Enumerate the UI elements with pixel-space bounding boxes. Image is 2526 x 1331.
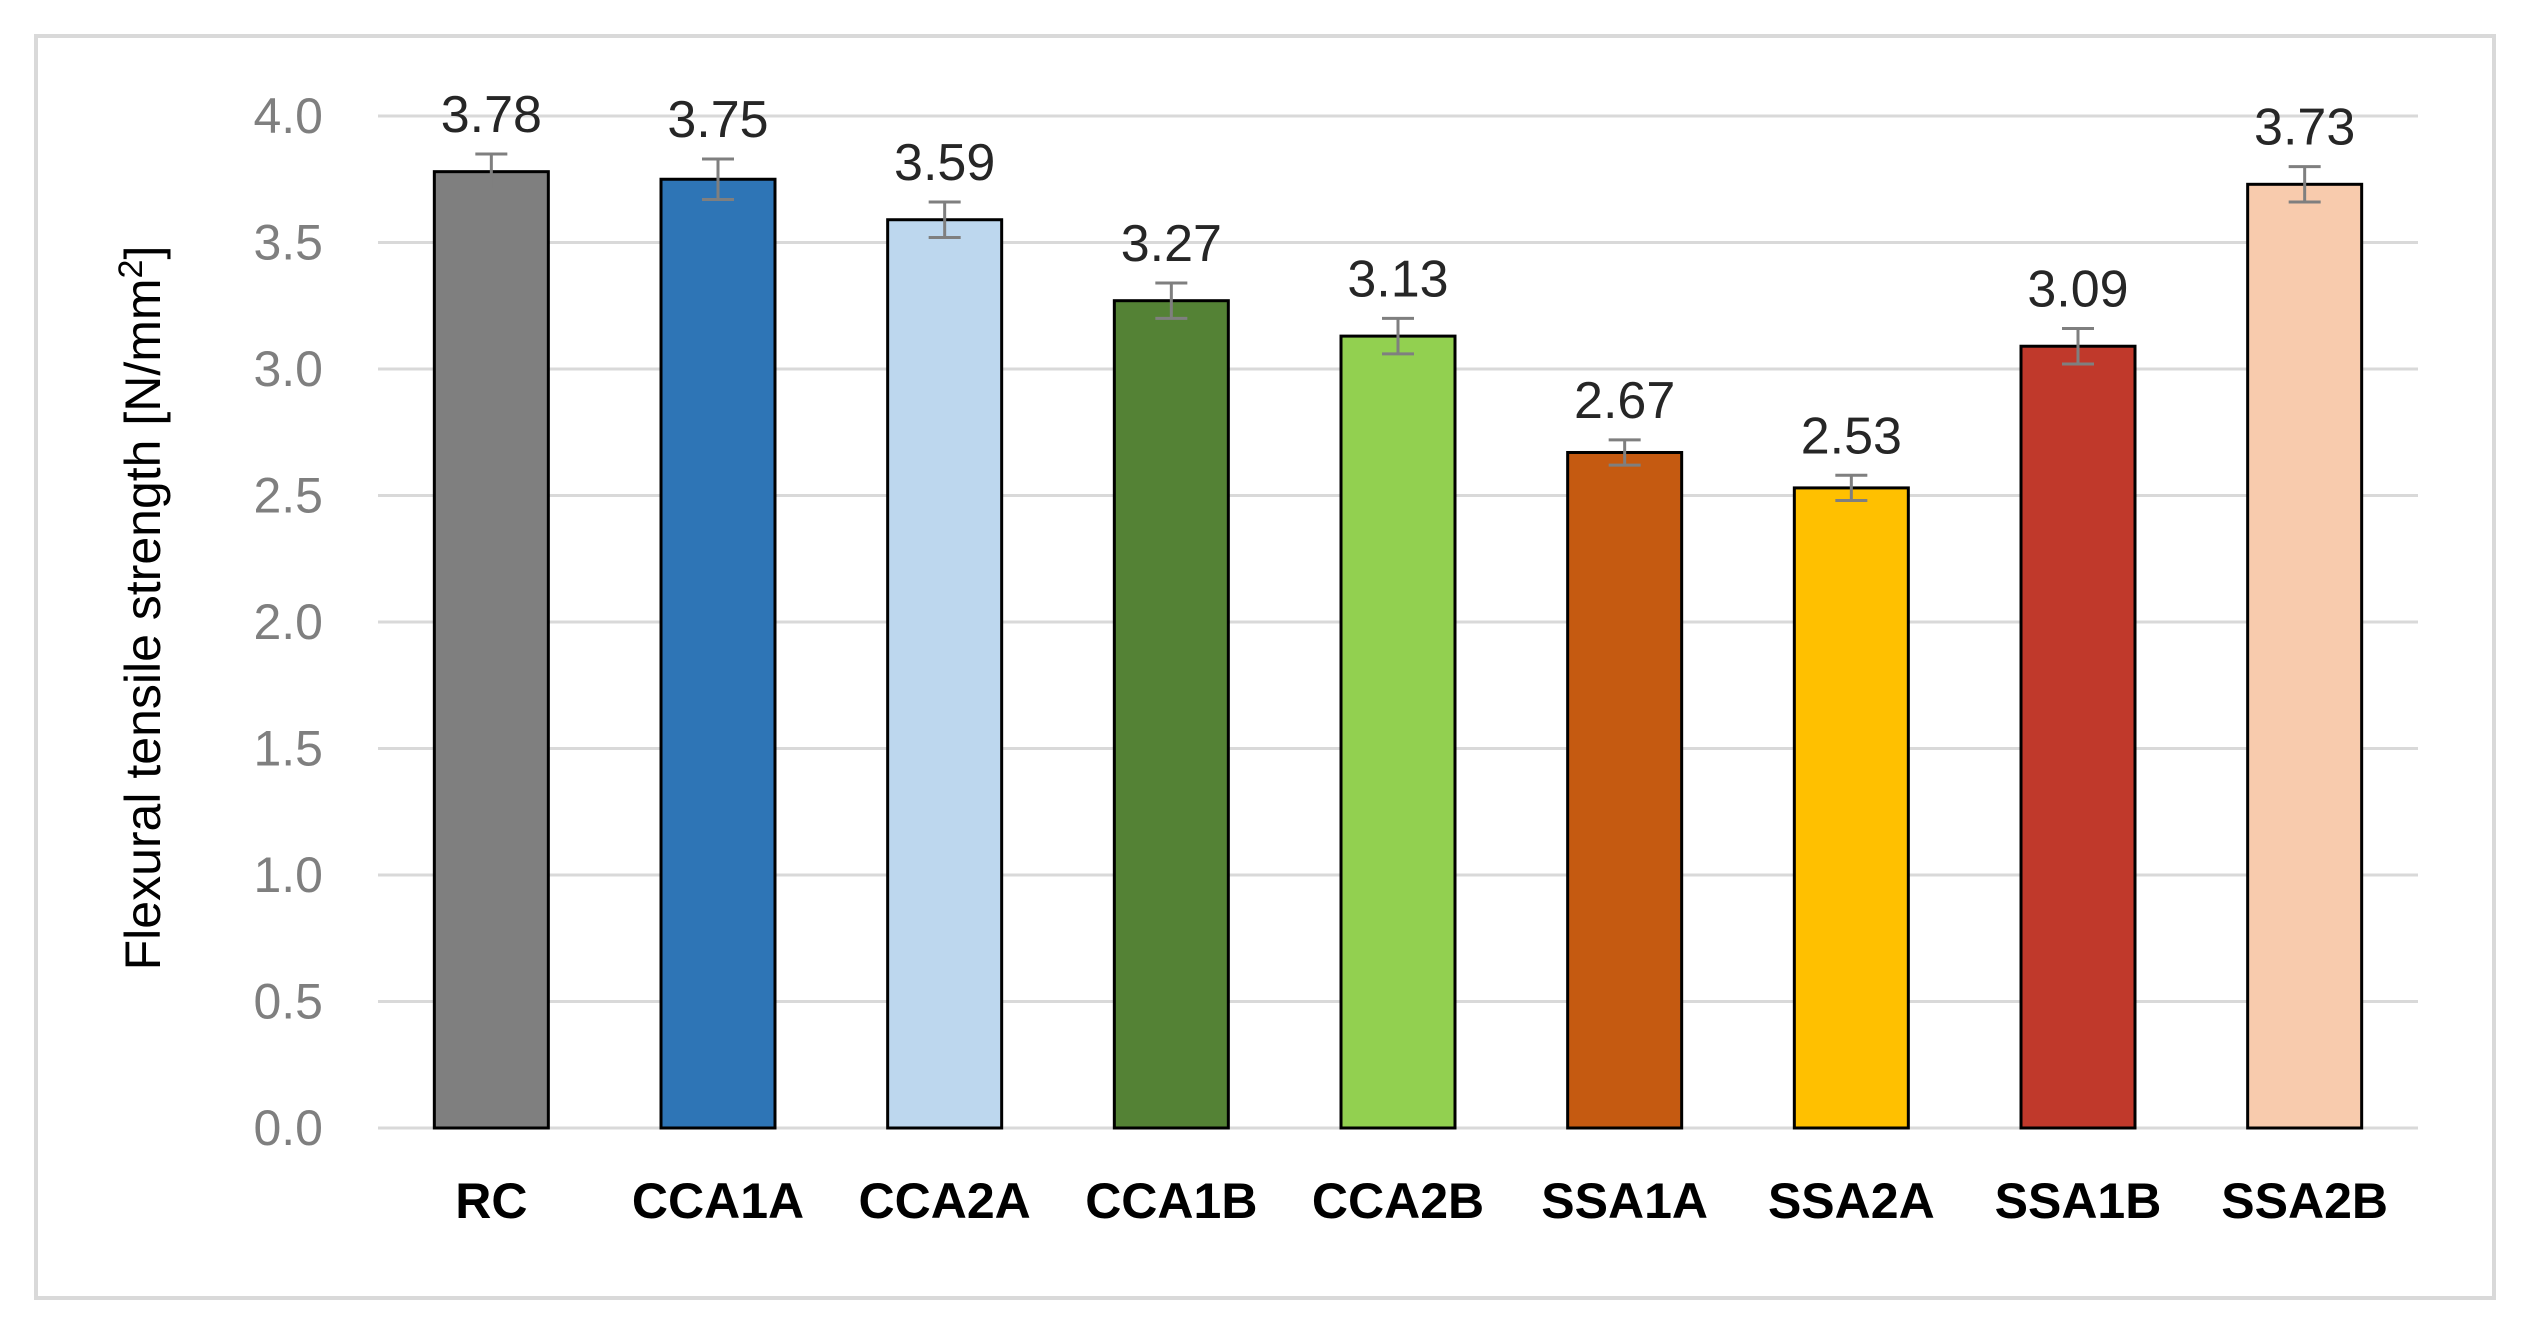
y-tick-label: 3.5 [253,215,323,271]
bar-ssa1a [1566,450,1684,1130]
category-label-cca2a: CCA2A [859,1173,1031,1229]
y-tick-label: 2.5 [253,468,323,524]
y-tick-label: 1.0 [253,847,323,903]
error-bar-ssa1b [2062,327,2094,366]
bar-ssa2b [2246,182,2364,1130]
bar-cca2b [1339,334,1457,1130]
x-axis-categories: RC CCA1A CCA2A CCA1B CCA2B SSA1A SSA2A SSA1B SSA… [455,1173,2388,1229]
category-label-rc: RC [455,1173,527,1229]
bar-chart: 0.0 0.5 1.0 1.5 2.0 2.5 3.0 3.5 4.0 3.78 3.75 3.59… [112,86,2418,1229]
error-bar-cca2b [1382,316,1414,356]
bar-rc [432,170,550,1130]
y-tick-label: 0.0 [253,1100,323,1156]
y-axis-title-main: Flexural tensile strength [N/mm [115,278,171,970]
data-label-cca2b: 3.13 [1347,250,1448,308]
category-label-ssa2b: SSA2B [2221,1173,2388,1229]
bar-ssa2a [1792,486,1910,1130]
y-tick-label: 3.0 [253,341,323,397]
error-bars [475,152,2321,503]
data-label-cca1b: 3.27 [1121,215,1222,273]
y-axis-title: Flexural tensile strength [N/mm2] [112,246,171,971]
bar-ssa1b [2019,344,2137,1130]
error-bar-cca2a [928,200,961,239]
error-bar-cca1b [1155,281,1188,320]
error-bar-ssa2b [2288,165,2321,204]
y-axis-ticks: 0.0 0.5 1.0 1.5 2.0 2.5 3.0 3.5 4.0 [253,88,323,1156]
chart-frame: 0.0 0.5 1.0 1.5 2.0 2.5 3.0 3.5 4.0 3.78 3.75 3.59… [34,34,2496,1300]
y-axis-title-suffix: ] [115,246,171,260]
error-bar-cca1a [702,157,734,201]
bar-cca2a [886,218,1004,1130]
error-bar-rc [475,152,508,191]
data-label-rc: 3.78 [441,86,542,144]
y-tick-label: 0.5 [253,974,323,1030]
data-label-ssa1a: 2.67 [1574,372,1675,430]
y-tick-label: 4.0 [253,88,323,144]
category-label-cca2b: CCA2B [1312,1173,1484,1229]
category-label-ssa2a: SSA2A [1768,1173,1935,1229]
data-label-cca2a: 3.59 [894,134,995,192]
category-label-ssa1a: SSA1A [1541,1173,1708,1229]
error-bar-ssa2a [1835,473,1868,503]
y-tick-label: 2.0 [253,594,323,650]
y-tick-label: 1.5 [253,721,323,777]
error-bar-ssa1a [1608,438,1641,467]
bar-cca1a [659,177,777,1130]
category-label-cca1a: CCA1A [632,1173,804,1229]
bar-cca1b [1112,299,1230,1130]
data-label-ssa1b: 3.09 [2027,261,2128,319]
y-axis-title-superscript: 2 [112,260,150,279]
category-label-cca1b: CCA1B [1085,1173,1257,1229]
data-label-cca1a: 3.75 [667,91,768,149]
data-label-ssa2a: 2.53 [1801,407,1902,465]
data-labels: 3.78 3.75 3.59 3.27 3.13 2.67 2.53 3.09 3.73 [441,86,2356,465]
data-label-ssa2b: 3.73 [2254,99,2355,157]
category-label-ssa1b: SSA1B [1995,1173,2162,1229]
bars [432,170,2364,1130]
